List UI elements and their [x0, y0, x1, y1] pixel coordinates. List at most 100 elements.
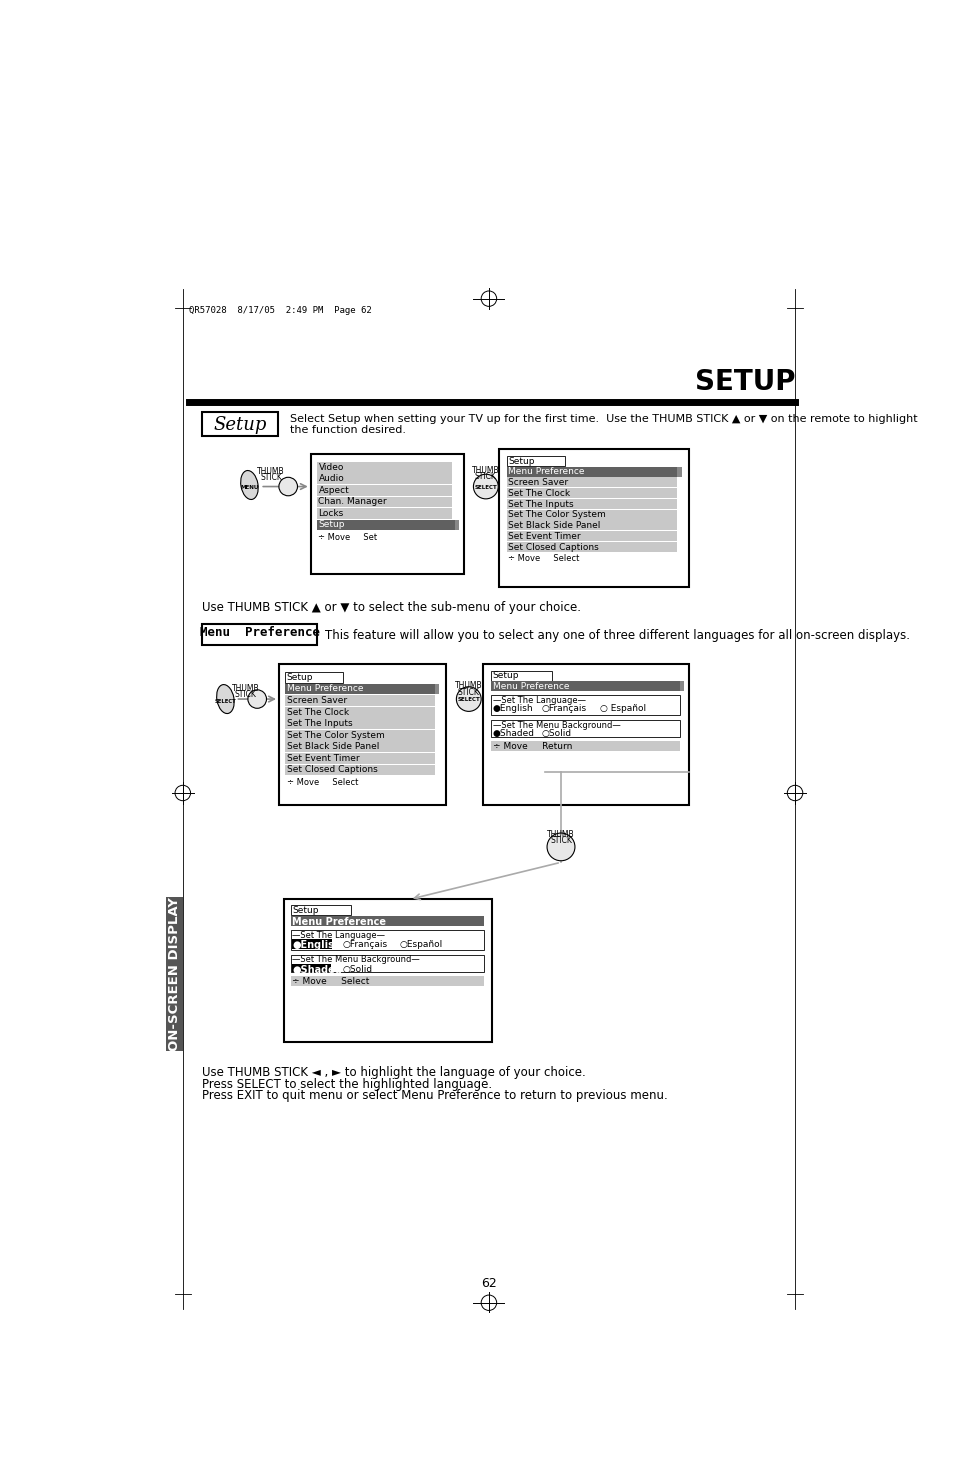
Text: ●English: ●English — [293, 940, 341, 950]
Text: —Set The Language—: —Set The Language— — [292, 931, 385, 940]
Bar — [292, 965, 331, 972]
Bar — [291, 906, 351, 914]
Bar — [506, 521, 677, 531]
Text: ÷ Move     Select: ÷ Move Select — [292, 976, 369, 985]
Circle shape — [546, 833, 575, 861]
Text: THUMB: THUMB — [455, 681, 482, 690]
Bar — [291, 954, 484, 972]
Bar — [291, 931, 484, 950]
Circle shape — [473, 475, 497, 499]
Text: Set Event Timer: Set Event Timer — [286, 754, 359, 763]
Text: Video: Video — [318, 463, 343, 472]
Text: ○Français: ○Français — [541, 705, 586, 714]
Ellipse shape — [278, 478, 297, 496]
Text: ON-SCREEN DISPLAY: ON-SCREEN DISPLAY — [168, 897, 180, 1050]
Bar — [316, 507, 452, 519]
Bar — [506, 531, 677, 541]
Bar — [291, 976, 484, 987]
Text: STICK: STICK — [234, 690, 256, 699]
Text: STICK: STICK — [457, 687, 479, 696]
Text: Set The Clock: Set The Clock — [286, 708, 349, 717]
Text: Menu Preference: Menu Preference — [493, 681, 569, 692]
Text: ○Español: ○Español — [398, 940, 442, 948]
Text: This feature will allow you to select any one of three different languages for a: This feature will allow you to select an… — [324, 628, 908, 642]
Text: STICK: STICK — [260, 473, 282, 482]
Bar — [506, 541, 677, 552]
Text: ○Solid: ○Solid — [541, 729, 571, 738]
Text: Set Event Timer: Set Event Timer — [508, 532, 580, 541]
Text: Set The Inputs: Set The Inputs — [286, 720, 352, 729]
Text: Set Closed Captions: Set Closed Captions — [286, 766, 377, 774]
Bar — [202, 412, 278, 437]
Bar — [292, 940, 332, 948]
Bar — [491, 742, 679, 751]
Text: Screen Saver: Screen Saver — [508, 478, 568, 487]
Text: QR57028  8/17/05  2:49 PM  Page 62: QR57028 8/17/05 2:49 PM Page 62 — [189, 307, 372, 316]
Bar — [285, 683, 435, 695]
Bar — [316, 485, 452, 496]
Bar — [316, 497, 452, 507]
Text: THUMB: THUMB — [472, 466, 499, 475]
Text: Menu Preference: Menu Preference — [508, 468, 584, 476]
Bar — [285, 730, 435, 740]
Bar — [491, 671, 551, 680]
Text: ●Shaded: ●Shaded — [493, 729, 535, 738]
Text: ○Solid: ○Solid — [342, 965, 373, 974]
Text: Setup: Setup — [318, 521, 345, 530]
Ellipse shape — [248, 690, 266, 708]
Text: Menu  Preference: Menu Preference — [199, 625, 319, 639]
Bar — [285, 742, 435, 752]
Bar — [491, 695, 679, 715]
Bar — [677, 466, 681, 476]
Text: Setup: Setup — [286, 673, 313, 681]
Text: ÷ Move     Return: ÷ Move Return — [493, 742, 572, 751]
Bar — [316, 473, 452, 484]
Bar — [491, 681, 679, 692]
Text: Set Closed Captions: Set Closed Captions — [508, 543, 598, 552]
Text: SETUP: SETUP — [694, 369, 794, 397]
Bar — [285, 718, 435, 729]
Bar — [498, 448, 688, 587]
Bar — [455, 519, 459, 531]
Text: Set The Color System: Set The Color System — [508, 510, 605, 519]
Text: Set The Color System: Set The Color System — [286, 730, 384, 739]
Text: Set The Inputs: Set The Inputs — [508, 500, 574, 509]
Text: STICK: STICK — [475, 472, 497, 481]
Bar — [284, 900, 492, 1041]
Bar — [202, 624, 316, 645]
Bar — [506, 510, 677, 519]
Ellipse shape — [216, 684, 233, 714]
Bar — [166, 897, 183, 1052]
Text: 62: 62 — [480, 1277, 497, 1289]
Bar — [506, 466, 677, 476]
Bar — [506, 456, 564, 466]
Text: ○ Español: ○ Español — [599, 705, 645, 714]
Text: Setup: Setup — [213, 416, 267, 434]
Bar — [506, 499, 677, 509]
Ellipse shape — [240, 471, 258, 500]
Text: SELECT: SELECT — [474, 485, 497, 490]
Bar — [285, 752, 435, 764]
Text: Audio: Audio — [318, 475, 344, 484]
Bar — [311, 454, 464, 574]
Bar — [278, 664, 445, 804]
Bar — [506, 488, 677, 499]
Text: Set The Clock: Set The Clock — [508, 488, 570, 499]
Text: Setup: Setup — [493, 671, 518, 680]
Text: ○Français: ○Français — [342, 940, 387, 948]
Bar — [435, 683, 439, 695]
Text: STICK: STICK — [550, 836, 572, 845]
Text: Chan. Manager: Chan. Manager — [318, 497, 387, 506]
Text: ÷ Move     Set: ÷ Move Set — [318, 532, 377, 541]
Circle shape — [456, 687, 480, 711]
Text: THUMB: THUMB — [547, 830, 575, 839]
Text: —Set The Menu Background—: —Set The Menu Background— — [292, 956, 419, 965]
Text: Setup: Setup — [508, 456, 535, 466]
Text: ÷ Move     Select: ÷ Move Select — [508, 555, 579, 563]
Text: Screen Saver: Screen Saver — [286, 696, 346, 705]
Text: Aspect: Aspect — [318, 485, 349, 494]
Bar — [316, 462, 452, 472]
Text: Set Black Side Panel: Set Black Side Panel — [286, 742, 378, 751]
Text: Locks: Locks — [318, 509, 343, 518]
Text: ●English: ●English — [493, 705, 533, 714]
